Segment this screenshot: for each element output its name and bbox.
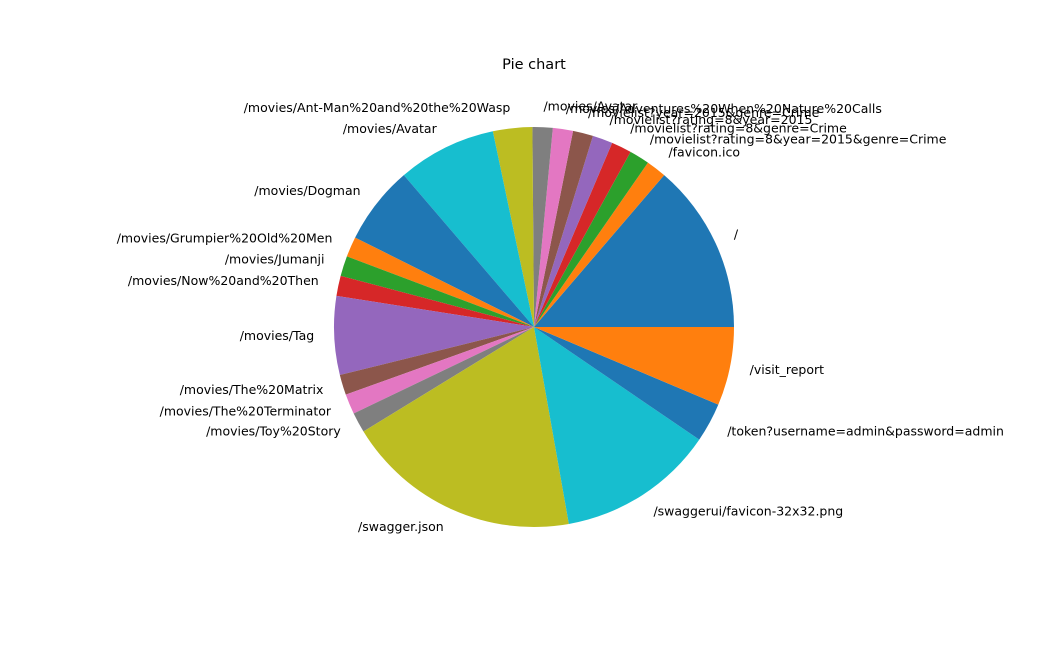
pie-slice-12 xyxy=(340,256,534,327)
pie-slice-label-5: /movielist?year=2015&genre=Crime xyxy=(588,105,820,120)
pie-slice-label-0: / xyxy=(734,227,739,242)
pie-slice-18 xyxy=(363,327,569,527)
pie-slice-label-13: /movies/Now%20and%20Then xyxy=(128,273,319,288)
pie-slice-8 xyxy=(492,127,534,327)
pie-slice-0 xyxy=(534,175,734,327)
pie-slices xyxy=(334,127,734,527)
pie-slice-10 xyxy=(355,175,534,327)
pie-slice-17 xyxy=(353,327,534,432)
pie-slice-label-19: /swaggerui/favicon-32x32.png xyxy=(653,503,843,518)
pie-slice-19 xyxy=(534,327,700,524)
pie-slice-20 xyxy=(534,327,719,440)
pie-slice-label-4: /movielist?rating=8&year=2015 xyxy=(609,112,812,127)
pie-slice-label-21: /visit_report xyxy=(750,362,824,377)
pie-slice-label-7: /movies/Avatar xyxy=(543,99,638,114)
pie-slice-label-16: /movies/The%20Terminator xyxy=(160,403,332,418)
pie-slice-label-2: /movielist?rating=8&year=2015&genre=Crim… xyxy=(650,132,947,147)
pie-slice-15 xyxy=(339,327,534,395)
pie-slice-label-11: /movies/Grumpier%20Old%20Men xyxy=(117,230,333,245)
pie-slice-21 xyxy=(534,327,734,405)
chart-title: Pie chart xyxy=(502,57,566,73)
pie-slice-label-6: /movies/Adventures%20When%20Nature%20Cal… xyxy=(566,101,882,116)
pie-slice-label-9: /movies/Avatar xyxy=(343,121,438,136)
pie-slice-13 xyxy=(336,275,534,327)
pie-slice-label-8: /movies/Ant-Man%20and%20the%20Wasp xyxy=(244,100,511,115)
pie-slice-5 xyxy=(534,130,593,327)
pie-slice-11 xyxy=(346,237,534,327)
pie-slice-9 xyxy=(403,131,534,327)
pie-slice-label-1: /favicon.ico xyxy=(668,144,740,159)
pie-slice-16 xyxy=(345,327,534,414)
pie-slice-label-14: /movies/Tag xyxy=(240,328,314,343)
pie-slice-1 xyxy=(534,162,665,327)
pie-slice-3 xyxy=(534,142,631,327)
pie-slice-label-20: /token?username=admin&password=admin xyxy=(727,424,1004,439)
pie-slice-label-17: /movies/Toy%20Story xyxy=(206,424,341,439)
pie-slice-label-12: /movies/Jumanji xyxy=(225,251,325,266)
pie-slice-label-3: /movielist?rating=8&genre=Crime xyxy=(630,121,847,136)
pie-labels: / /favicon.ico/movielist?rating=8&year=20… xyxy=(117,99,1004,534)
pie-slice-label-18: /swagger.json xyxy=(358,519,444,534)
pie-slice-label-15: /movies/The%20Matrix xyxy=(180,382,324,397)
pie-slice-2 xyxy=(534,151,648,327)
pie-slice-14 xyxy=(334,295,534,376)
pie-slice-label-10: /movies/Dogman xyxy=(254,183,360,198)
pie-slice-6 xyxy=(534,127,574,327)
pie-slice-4 xyxy=(534,135,613,327)
pie-slice-7 xyxy=(532,127,553,327)
